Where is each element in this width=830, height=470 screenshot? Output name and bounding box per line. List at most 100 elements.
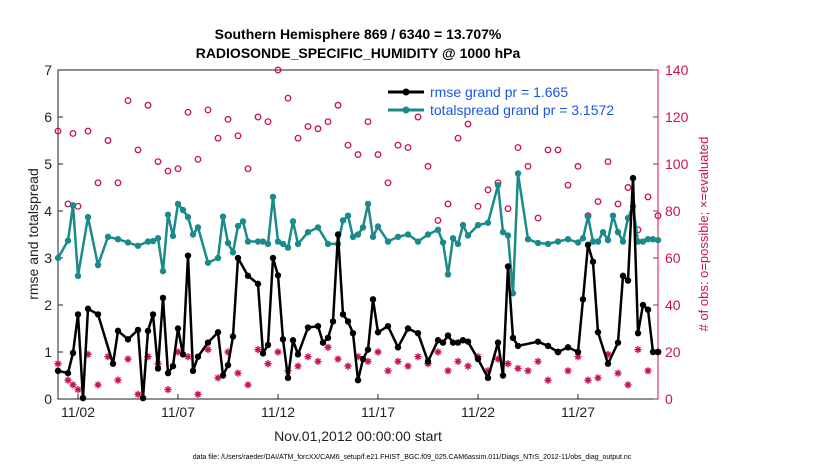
rmse-series-marker	[109, 360, 117, 367]
possible-marker	[384, 179, 392, 187]
rmse-series-marker	[574, 348, 582, 356]
spread-series-marker	[114, 236, 122, 243]
evaluated-marker	[514, 364, 522, 373]
spread-series-marker	[149, 237, 157, 245]
evaluated-marker	[614, 369, 622, 377]
y-tick-label-right: 20	[665, 344, 681, 360]
spread-series-marker	[509, 290, 517, 297]
evaluated-marker	[564, 367, 572, 375]
evaluated-marker	[334, 355, 342, 363]
evaluated-marker	[244, 381, 252, 389]
spread-series-marker	[464, 232, 472, 239]
spread-series-marker	[214, 254, 222, 262]
spread-series-marker	[649, 236, 657, 243]
y-axis-label-left: rmse and totalspread	[25, 168, 41, 300]
rmse-series-marker	[374, 329, 382, 336]
spread-series-marker	[534, 239, 542, 247]
evaluated-marker	[224, 348, 232, 356]
legend: rmse grand pr = 1.665 totalspread grand …	[388, 84, 614, 118]
spread-series-marker	[294, 240, 302, 248]
spread-series-marker	[499, 228, 507, 236]
y-tick-label-left: 2	[44, 297, 52, 313]
spread-series-marker	[324, 240, 332, 248]
spread-series-marker	[544, 240, 552, 248]
rmse-series-marker	[314, 322, 322, 330]
possible-marker	[274, 66, 282, 74]
evaluated-marker	[274, 348, 282, 356]
spread-series-marker	[289, 218, 297, 225]
spread-series-marker	[234, 222, 242, 230]
y-tick-label-left: 5	[44, 156, 52, 172]
spread-series-marker	[644, 236, 652, 243]
spread-series-marker	[239, 218, 247, 225]
evaluated-marker	[374, 348, 382, 356]
rmse-series-marker	[394, 344, 402, 351]
spread-series-marker	[639, 238, 647, 245]
rmse-series-marker	[279, 336, 287, 343]
rmse-series-marker	[629, 174, 637, 182]
rmse-series-marker	[189, 367, 197, 374]
possible-marker	[184, 108, 192, 116]
rmse-series-marker	[459, 337, 467, 344]
evaluated-marker	[634, 346, 642, 354]
possible-marker	[564, 181, 572, 189]
rmse-series-marker	[579, 296, 587, 303]
rmse-series-marker	[334, 231, 342, 238]
spread-series-marker	[84, 213, 92, 221]
y-tick-label-left: 1	[44, 344, 52, 360]
rmse-series-marker	[244, 272, 252, 280]
rmse-series-marker	[124, 336, 132, 343]
evaluated-marker	[64, 376, 72, 384]
possible-marker	[324, 118, 332, 126]
spread-series-marker	[244, 238, 252, 245]
possible-marker	[654, 212, 662, 220]
spread-series-marker	[314, 224, 322, 231]
rmse-series-marker	[204, 339, 212, 346]
spread-series-marker	[574, 239, 582, 246]
y-tick-label-left: 0	[44, 391, 52, 407]
rmse-series-marker	[654, 348, 662, 356]
possible-marker	[574, 162, 582, 170]
rmse-series-marker	[634, 330, 642, 337]
spread-series-marker	[474, 221, 482, 229]
rmse-series-marker	[604, 360, 612, 367]
possible-marker	[394, 141, 402, 149]
spread-series-marker	[154, 235, 162, 242]
evaluated-marker	[314, 357, 322, 365]
possible-marker	[264, 118, 272, 126]
spread-series-marker	[494, 181, 502, 189]
possible-marker	[454, 134, 462, 142]
rmse-series-marker	[554, 348, 562, 356]
evaluated-marker	[254, 346, 262, 354]
possible-marker	[544, 146, 552, 154]
spread-series-marker	[189, 231, 197, 238]
rmse-series-marker	[434, 337, 442, 344]
legend-rmse-label: rmse grand pr = 1.665	[430, 84, 568, 100]
y-tick-label-right: 120	[665, 109, 689, 125]
rmse-series-marker	[354, 377, 362, 384]
spread-series-marker	[369, 233, 377, 241]
possible-marker	[114, 179, 122, 187]
spread-series-marker	[374, 223, 382, 230]
plot-area: 0 1 2 3 4 5 6 7 0 20 40 60 80 100 120 140 11/02 11/07 11/1…	[44, 62, 688, 420]
rmse-series-marker	[259, 350, 267, 357]
spread-series-marker	[264, 240, 272, 248]
spread-series-marker	[604, 236, 612, 244]
rmse-series-marker	[564, 344, 572, 351]
y-tick-label-left: 7	[44, 62, 52, 78]
evaluated-marker	[354, 353, 362, 361]
possible-marker	[414, 113, 422, 121]
rmse-series-marker	[424, 358, 432, 365]
spread-series-marker	[229, 249, 237, 256]
rmse-series-marker	[154, 365, 162, 372]
spread-series-marker	[424, 231, 432, 238]
rmse-series-marker	[509, 334, 517, 342]
possible-marker	[404, 144, 412, 151]
possible-marker	[464, 120, 472, 128]
rmse-series-marker	[64, 369, 72, 377]
possible-marker	[124, 97, 132, 104]
evaluated-marker	[524, 367, 532, 375]
spread-series-marker	[54, 254, 62, 262]
rmse-series-marker	[74, 311, 82, 318]
